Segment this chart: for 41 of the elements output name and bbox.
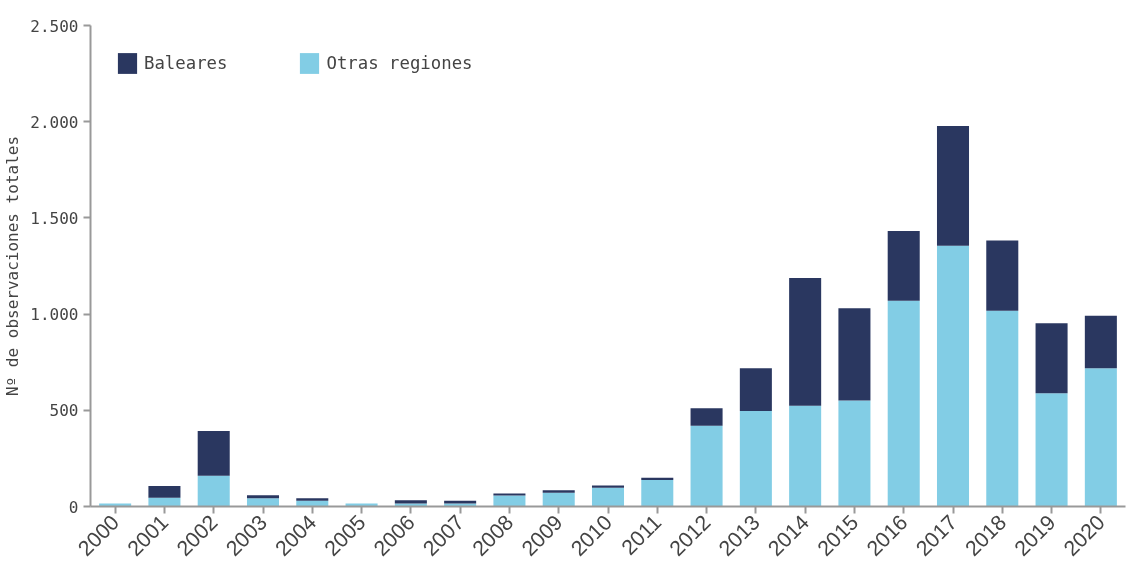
bar <box>296 498 329 501</box>
bar <box>246 495 280 499</box>
bar <box>690 425 723 507</box>
bar <box>1084 315 1117 369</box>
bar <box>1035 323 1068 394</box>
bar <box>690 408 723 426</box>
bar <box>641 479 674 507</box>
bar <box>246 498 280 507</box>
bar <box>1084 368 1117 507</box>
bar <box>493 495 526 507</box>
bar <box>591 487 625 507</box>
bar <box>838 308 871 401</box>
y-axis-title: Nº de observaciones totales <box>3 135 23 397</box>
y-tick-label: 0 <box>68 497 79 517</box>
bar <box>936 245 970 507</box>
bar <box>493 493 526 496</box>
bar <box>887 230 920 301</box>
y-tick-label: 2.500 <box>30 16 79 36</box>
bar <box>148 485 181 498</box>
bar <box>542 490 575 493</box>
legend-label: Baleares <box>144 53 228 73</box>
y-tick-label: 1.000 <box>30 305 79 325</box>
bar <box>789 405 822 507</box>
bar <box>197 475 230 507</box>
bar <box>1035 393 1068 507</box>
bar <box>197 431 230 476</box>
bar <box>739 368 772 411</box>
y-tick-label: 2.000 <box>30 112 79 132</box>
bar <box>986 240 1019 311</box>
bar <box>789 278 822 406</box>
bar <box>936 125 970 246</box>
y-tick-label: 500 <box>49 401 79 421</box>
legend-label: Otras regiones <box>326 53 473 73</box>
bar <box>739 410 772 507</box>
y-tick-label: 1.500 <box>30 208 79 228</box>
bar <box>148 497 181 507</box>
bar <box>641 477 674 480</box>
bar <box>838 400 871 507</box>
bar <box>887 300 920 507</box>
bar <box>986 310 1019 507</box>
bar <box>542 492 575 507</box>
